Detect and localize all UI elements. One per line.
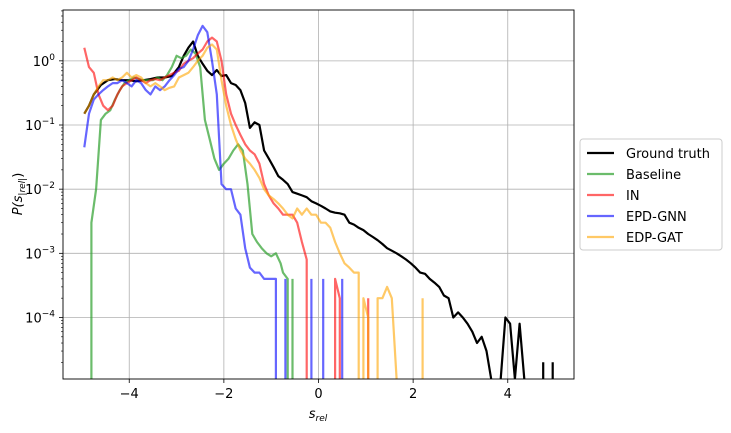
- x-tick-label: −2: [214, 387, 233, 402]
- legend-label-ground-truth: Ground truth: [626, 147, 710, 162]
- x-axis-label: srel: [309, 407, 328, 424]
- series-line-ground-truth: [83, 40, 554, 379]
- y-tick-label: 10−3: [25, 245, 55, 262]
- y-tick-label: 10−1: [25, 117, 55, 134]
- legend-label-epd-gnn: EPD-GNN: [626, 210, 687, 225]
- legend-label-edp-gat: EDP-GAT: [626, 231, 683, 246]
- series-line-edp-gat: [83, 43, 424, 379]
- x-tick-label: 2: [409, 387, 417, 402]
- legend-label-in: IN: [626, 189, 640, 204]
- y-axis-label: P(s|rel|): [11, 173, 28, 216]
- series-line-epd-gnn: [83, 24, 344, 379]
- grid: [63, 10, 574, 379]
- x-axis: −4 −2 0 2 4: [120, 379, 512, 402]
- y-axis: 10−4 10−3 10−2 10−1 100: [25, 10, 63, 363]
- x-tick-label: 4: [504, 387, 512, 402]
- y-tick-label: 100: [33, 53, 56, 70]
- x-tick-label: 0: [314, 387, 322, 402]
- legend-frame: [579, 138, 723, 251]
- y-tick-label: 10−2: [25, 181, 55, 198]
- y-tick-label: 10−4: [25, 309, 55, 326]
- series-layer: [83, 24, 554, 379]
- legend: Ground truth Baseline IN EPD-GNN EDP-GAT: [579, 138, 723, 251]
- legend-label-baseline: Baseline: [626, 168, 681, 183]
- x-tick-label: −4: [120, 387, 139, 402]
